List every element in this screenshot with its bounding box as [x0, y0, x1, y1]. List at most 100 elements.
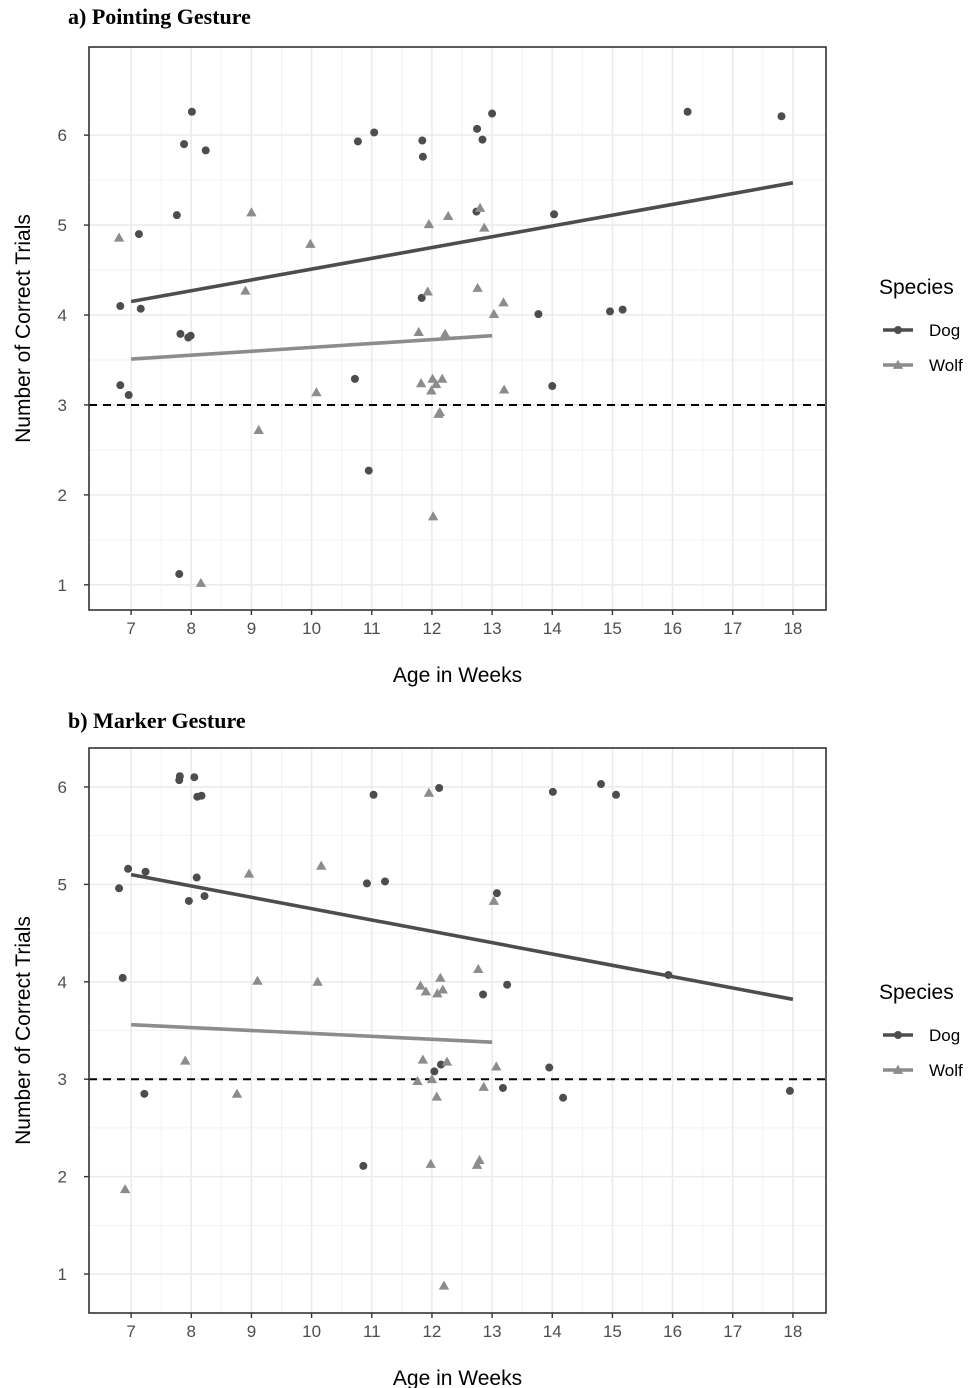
data-point-wolf — [253, 424, 264, 435]
legend-key-marker-dog — [894, 326, 902, 334]
data-point-dog — [184, 896, 193, 905]
y-tick-label: 6 — [58, 778, 67, 797]
data-point-wolf — [427, 511, 439, 521]
data-point-dog — [134, 230, 143, 239]
data-point-wolf — [427, 373, 438, 383]
y-tick-label: 2 — [58, 486, 67, 505]
data-point-dog — [381, 877, 390, 886]
plot-border — [88, 46, 827, 611]
data-point-wolf — [479, 222, 490, 232]
x-tick-label: 14 — [543, 1322, 562, 1341]
data-point-wolf — [474, 202, 486, 212]
data-point-dog — [116, 381, 125, 390]
legend-key-marker-wolf — [892, 1064, 904, 1074]
data-point-wolf — [425, 1158, 436, 1168]
data-point-wolf — [488, 308, 500, 319]
data-point-wolf — [423, 218, 435, 229]
data-point-dog — [478, 135, 487, 144]
data-point-wolf — [195, 577, 207, 587]
data-point-dog — [116, 302, 125, 311]
legend-label-dog: Dog — [929, 321, 960, 340]
x-tick-label: 8 — [187, 1322, 196, 1341]
series-dog-points — [115, 772, 794, 1170]
data-point-wolf — [432, 988, 443, 998]
data-point-wolf — [180, 1055, 191, 1065]
x-tick-label: 13 — [483, 1322, 502, 1341]
x-tick-label: 9 — [247, 619, 256, 638]
plot-border — [88, 747, 827, 1314]
x-tick-label: 17 — [723, 1322, 742, 1341]
legend-key-marker-wolf — [892, 359, 904, 369]
legend-title: Species — [879, 981, 954, 1004]
data-point-dog — [353, 137, 362, 146]
data-point-dog — [190, 773, 199, 782]
data-point-wolf — [422, 286, 433, 296]
data-point-dog — [124, 391, 133, 400]
data-point-wolf — [474, 1154, 485, 1164]
data-point-wolf — [415, 980, 426, 990]
data-point-dog — [118, 973, 127, 982]
data-point-wolf — [426, 1074, 438, 1084]
data-point-dog — [362, 879, 371, 888]
series-wolf-points — [119, 787, 502, 1290]
data-point-dog — [200, 892, 209, 901]
legend-label-wolf: Wolf — [929, 356, 963, 375]
y-tick-label: 4 — [58, 973, 67, 992]
data-point-dog — [141, 867, 150, 876]
legend-key-marker-dog — [894, 1031, 902, 1039]
data-point-wolf — [252, 975, 263, 985]
data-point-dog — [418, 152, 427, 161]
data-point-dog — [503, 980, 512, 989]
y-tick-label: 2 — [58, 1168, 67, 1187]
data-point-dog — [559, 1093, 568, 1102]
data-point-wolf — [472, 282, 483, 292]
x-tick-label: 17 — [723, 619, 742, 638]
data-point-dog — [606, 307, 615, 316]
data-point-wolf — [435, 972, 446, 982]
x-tick-label: 12 — [422, 1322, 441, 1341]
data-point-wolf — [420, 986, 432, 996]
data-point-wolf — [431, 1091, 442, 1101]
data-point-dog — [175, 772, 184, 781]
data-point-dog — [618, 305, 627, 314]
data-point-wolf — [437, 984, 448, 994]
data-point-dog — [612, 790, 621, 799]
y-tick-label: 1 — [58, 576, 67, 595]
data-point-dog — [115, 884, 124, 893]
legend: Species Dog Wolf — [879, 981, 963, 1080]
data-point-wolf — [316, 860, 327, 870]
data-point-wolf — [478, 1081, 489, 1091]
data-point-dog — [473, 124, 482, 133]
trend-line-wolf — [131, 1022, 493, 1044]
data-point-wolf — [413, 326, 424, 336]
data-point-wolf — [473, 963, 484, 974]
data-point-dog — [359, 1161, 368, 1170]
data-point-dog — [201, 146, 210, 155]
x-tick-label: 12 — [422, 619, 441, 638]
data-point-dog — [140, 1089, 149, 1098]
data-point-dog — [187, 107, 196, 116]
legend: Species Dog Wolf — [879, 276, 963, 375]
x-tick-label: 10 — [302, 619, 321, 638]
data-point-wolf — [231, 1088, 243, 1098]
data-point-dog — [350, 374, 359, 383]
data-point-dog — [175, 570, 184, 579]
data-point-wolf — [240, 285, 251, 295]
data-point-dog — [548, 787, 557, 796]
y-tick-label: 3 — [58, 1070, 67, 1089]
data-point-dog — [545, 1063, 554, 1072]
x-tick-label: 15 — [603, 1322, 622, 1341]
data-point-wolf — [471, 1159, 483, 1169]
trend-line-dog — [130, 181, 794, 304]
panel-b-title: b) Marker Gesture — [68, 708, 246, 733]
data-point-wolf — [246, 207, 257, 217]
data-point-dog — [186, 331, 195, 340]
data-point-wolf — [305, 238, 316, 248]
legend-title: Species — [879, 276, 954, 299]
data-point-wolf — [488, 895, 500, 905]
data-point-dog — [436, 1060, 445, 1069]
data-point-dog — [124, 864, 133, 873]
data-point-wolf — [417, 1054, 429, 1064]
